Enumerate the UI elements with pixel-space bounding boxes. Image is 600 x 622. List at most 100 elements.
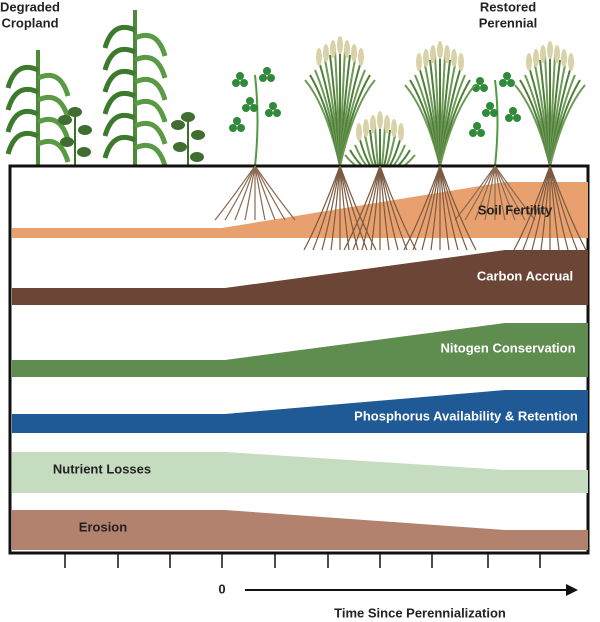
- leaflet: [513, 114, 521, 122]
- root: [370, 165, 381, 251]
- leaf: [133, 76, 168, 101]
- leaf: [102, 134, 137, 159]
- header-left: Cropland: [1, 15, 58, 30]
- leaf: [36, 94, 71, 119]
- leaf: [191, 130, 205, 140]
- leaflet: [250, 104, 258, 112]
- seed-head: [358, 48, 364, 66]
- leaf: [102, 112, 137, 137]
- leaflet: [476, 77, 484, 85]
- leaf: [58, 115, 72, 125]
- carbon-band: [12, 250, 588, 305]
- leaf: [171, 120, 185, 130]
- leaf: [77, 147, 91, 157]
- root: [343, 165, 381, 251]
- leaflet: [240, 79, 248, 87]
- root: [494, 165, 536, 221]
- seed-head: [363, 119, 369, 137]
- leaf: [36, 138, 71, 163]
- leaflet: [490, 109, 498, 117]
- root: [549, 165, 560, 251]
- seed-head: [398, 123, 404, 141]
- leaf: [133, 54, 168, 79]
- leaflet: [486, 102, 494, 110]
- root: [312, 165, 341, 251]
- leaf: [60, 137, 74, 147]
- root: [412, 165, 441, 251]
- leaf: [133, 142, 168, 167]
- leaf: [102, 24, 137, 49]
- root: [339, 165, 359, 251]
- root: [379, 165, 417, 251]
- stem: [254, 74, 259, 167]
- leaflet: [246, 97, 254, 105]
- leaflet: [229, 124, 237, 132]
- seed-head: [547, 41, 553, 59]
- band-label: Erosion: [79, 519, 127, 534]
- seed-head: [554, 45, 560, 63]
- leaflet: [273, 109, 281, 117]
- leaflet: [482, 109, 490, 117]
- root: [540, 165, 551, 251]
- axis-origin: 0: [218, 581, 225, 596]
- plants: [5, 10, 586, 196]
- seed-head: [423, 49, 429, 67]
- root: [549, 165, 587, 251]
- leaflet: [473, 122, 481, 130]
- header-right: Restored: [480, 0, 536, 14]
- root: [484, 165, 496, 221]
- leaf: [173, 142, 187, 152]
- leaflet: [259, 74, 267, 82]
- axis-label: Time Since Perennialization: [334, 605, 506, 620]
- seed-head: [568, 53, 574, 71]
- seed-head: [330, 40, 336, 58]
- seed-head: [430, 45, 436, 63]
- root: [321, 165, 341, 251]
- root: [494, 165, 526, 221]
- arrow-head: [566, 584, 578, 596]
- leaf: [181, 112, 195, 122]
- seed-head: [437, 41, 443, 59]
- leaflet: [507, 79, 515, 87]
- root: [549, 165, 578, 251]
- seed-head: [526, 53, 532, 71]
- leaf: [190, 152, 204, 162]
- leaf: [5, 64, 40, 89]
- leaf: [36, 116, 71, 141]
- band-label: Soil Fertility: [478, 202, 553, 217]
- leaf: [102, 90, 137, 115]
- leaflet: [499, 79, 507, 87]
- seed-head: [416, 53, 422, 71]
- root: [421, 165, 441, 251]
- seed-head: [351, 44, 357, 62]
- leaf: [36, 72, 71, 97]
- ticks: [64, 553, 541, 568]
- seed-head: [384, 115, 390, 133]
- root: [439, 165, 468, 251]
- seed-head: [533, 49, 539, 67]
- root: [224, 165, 256, 221]
- root: [339, 165, 368, 251]
- header-left: Degraded: [0, 0, 60, 14]
- seed-head: [323, 44, 329, 62]
- leaflet: [503, 72, 511, 80]
- root: [454, 165, 496, 221]
- seed-head: [391, 119, 397, 137]
- root: [513, 165, 551, 251]
- root: [352, 165, 381, 251]
- root: [522, 165, 551, 251]
- root: [254, 165, 276, 221]
- leaflet: [469, 129, 477, 137]
- blade: [439, 84, 476, 167]
- root: [379, 165, 408, 251]
- root: [244, 165, 256, 221]
- leaflet: [236, 72, 244, 80]
- leaflet: [232, 79, 240, 87]
- root: [439, 165, 459, 251]
- root: [549, 165, 569, 251]
- root: [254, 165, 296, 221]
- seed-head: [377, 111, 383, 129]
- root: [214, 165, 256, 221]
- soil-fertility-band: [12, 182, 588, 238]
